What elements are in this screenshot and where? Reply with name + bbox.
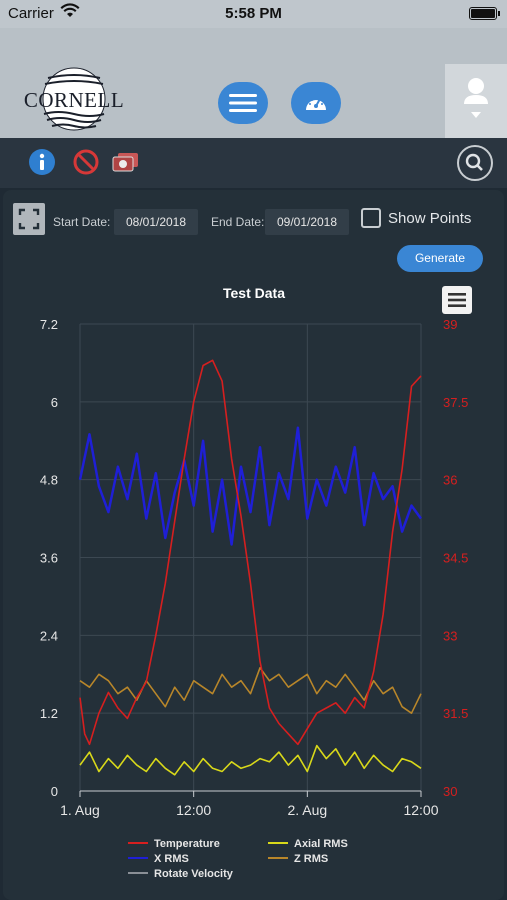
ban-icon[interactable] (72, 148, 100, 176)
legend: Temperature Axial RMS X RMS Z RMS Rotate Vel… (128, 838, 348, 880)
battery-icon (469, 7, 500, 20)
x-tick-label: 2. Aug (287, 802, 327, 818)
chart-title: Test Data (223, 285, 285, 301)
series-lines (78, 359, 423, 776)
end-date-label: End Date: (211, 215, 265, 229)
y-left-axis: 0 1.2 2.4 3.6 4.8 6 7.2 (40, 317, 58, 799)
y-right-axis: 30 31.5 33 34.5 36 37.5 39 (443, 317, 468, 799)
toolbar (0, 138, 507, 188)
cornell-logo: CORNELL (18, 66, 130, 132)
series-line-axial-rms (79, 744, 422, 776)
legend-label: Rotate Velocity (154, 868, 234, 880)
y-right-tick-label: 30 (443, 784, 457, 799)
expand-icon (18, 208, 40, 230)
y-left-tick-label: 7.2 (40, 317, 58, 332)
y-left-tick-label: 3.6 (40, 551, 58, 566)
logo-text: CORNELL (23, 88, 125, 112)
legend-label: X RMS (154, 853, 189, 865)
clock: 5:58 PM (225, 5, 282, 22)
wifi-icon (60, 3, 80, 17)
x-tick-label: 12:00 (176, 802, 211, 818)
series-line-temperature (79, 359, 422, 746)
test-data-chart: Test Data 0 1.2 2.4 3.6 4.8 6 7.2 30 31.5 33 34.5… (40, 285, 468, 880)
logo-wave-icon (42, 67, 106, 131)
hamburger-icon (448, 293, 466, 307)
chart-grid (79, 323, 422, 792)
user-icon (464, 78, 488, 118)
y-right-tick-label: 39 (443, 317, 457, 332)
cameras-icon[interactable] (110, 148, 142, 176)
y-right-tick-label: 37.5 (443, 395, 468, 410)
y-left-tick-label: 2.4 (40, 628, 58, 643)
fullscreen-button[interactable] (13, 203, 45, 235)
start-date-input[interactable]: 08/01/2018 (114, 209, 198, 235)
carrier-label: Carrier (8, 5, 54, 22)
series-line-z-rms (79, 666, 422, 715)
y-left-tick-label: 1.2 (40, 706, 58, 721)
legend-label: Axial RMS (294, 838, 348, 850)
info-icon[interactable] (28, 148, 56, 176)
legend-label: Z RMS (294, 853, 328, 865)
legend-label: Temperature (154, 838, 220, 850)
profile-button[interactable] (445, 64, 507, 138)
y-left-tick-label: 6 (51, 395, 58, 410)
show-points-label[interactable]: Show Points (388, 210, 472, 227)
y-left-tick-label: 0 (51, 784, 58, 799)
x-tick-label: 1. Aug (60, 802, 100, 818)
menu-button[interactable] (218, 82, 268, 124)
series-line-x-rms (78, 426, 423, 546)
app-header: CORNELL (0, 28, 507, 138)
gauge-icon (306, 97, 326, 110)
y-right-tick-label: 31.5 (443, 706, 468, 721)
y-left-tick-label: 4.8 (40, 473, 58, 488)
search-button[interactable] (457, 145, 493, 181)
x-tick-label: 12:00 (403, 802, 438, 818)
generate-button[interactable]: Generate (397, 245, 483, 272)
y-right-tick-label: 33 (443, 628, 457, 643)
chart-menu-button[interactable] (442, 286, 472, 314)
hamburger-icon (229, 94, 257, 112)
start-date-label: Start Date: (53, 215, 111, 229)
status-bar: Carrier 5:58 PM (0, 0, 507, 28)
x-axis: 1. Aug 12:00 2. Aug 12:00 (60, 791, 439, 818)
dashboard-button[interactable] (291, 82, 341, 124)
end-date-input[interactable]: 09/01/2018 (265, 209, 349, 235)
search-icon (465, 153, 483, 171)
show-points-checkbox[interactable] (361, 208, 381, 228)
y-right-tick-label: 34.5 (443, 551, 468, 566)
y-right-tick-label: 36 (443, 473, 457, 488)
